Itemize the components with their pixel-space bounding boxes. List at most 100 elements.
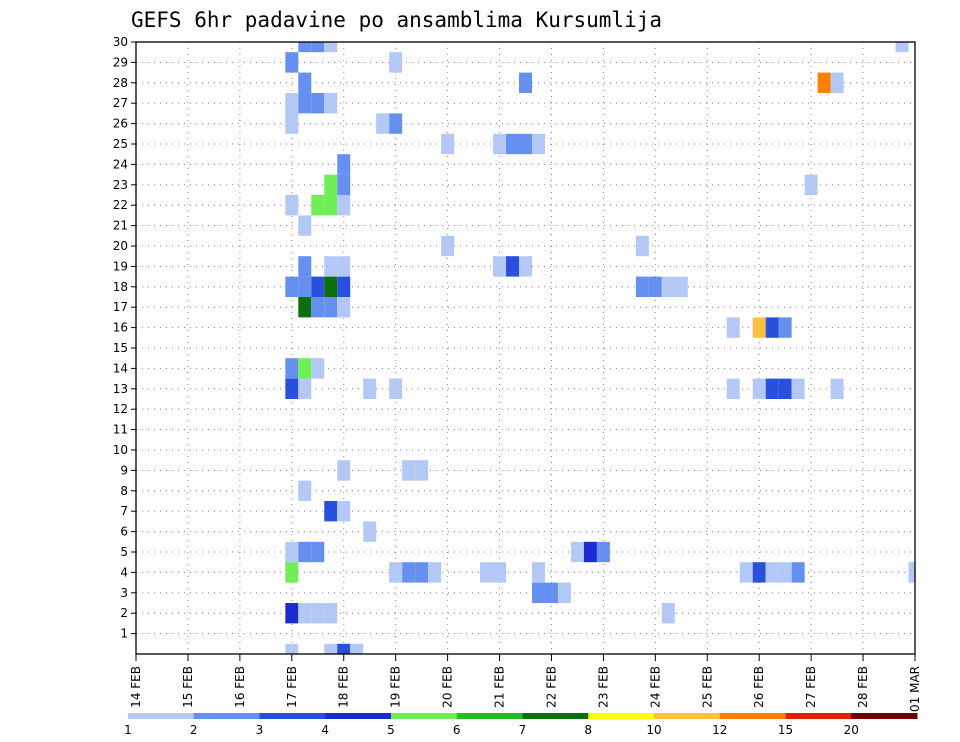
- precip-cell: [298, 93, 312, 114]
- x-tick-label: 23 FEB: [596, 666, 610, 708]
- precip-cell: [493, 562, 507, 583]
- precip-cell: [285, 541, 299, 563]
- y-tick-label: 29: [113, 55, 128, 69]
- precip-cell: [596, 541, 610, 563]
- precip-cell: [791, 562, 805, 583]
- precip-cell: [311, 195, 325, 216]
- legend-swatch: [456, 713, 523, 719]
- precip-cell: [531, 582, 545, 603]
- precip-cell: [285, 93, 299, 114]
- precip-cell: [661, 276, 675, 297]
- precip-cell: [830, 72, 844, 93]
- precip-cell: [298, 256, 312, 277]
- x-tick-label: 17 FEB: [285, 666, 299, 708]
- precip-cells: [285, 42, 915, 654]
- precip-cell: [726, 317, 740, 338]
- x-tick-label: 19 FEB: [389, 666, 403, 708]
- x-tick-label: 27 FEB: [804, 666, 818, 708]
- precip-cell: [337, 195, 351, 216]
- precip-cell: [778, 378, 792, 399]
- precip-cell: [544, 582, 558, 603]
- y-tick-label: 22: [113, 198, 128, 212]
- precip-cell: [298, 72, 312, 93]
- legend-swatch: [128, 713, 195, 719]
- x-tick-label: 16 FEB: [233, 666, 247, 708]
- y-tick-label: 26: [113, 117, 128, 131]
- precip-cell: [285, 643, 299, 654]
- precip-cell: [830, 378, 844, 399]
- precip-cell: [506, 256, 520, 277]
- precip-cell: [661, 603, 675, 624]
- precip-cell: [298, 42, 312, 53]
- x-tick-label: 14 FEB: [129, 666, 143, 708]
- precip-cell: [324, 603, 338, 624]
- precip-cell: [298, 541, 312, 563]
- y-tick-label: 14: [113, 361, 128, 375]
- precip-cell: [363, 521, 377, 542]
- precip-cell: [752, 317, 766, 338]
- precip-cell: [285, 52, 299, 73]
- precip-cell: [765, 562, 779, 583]
- legend-swatch: [588, 713, 655, 719]
- precip-cell: [739, 562, 753, 583]
- y-tick-label: 1: [120, 627, 128, 641]
- y-axis: 1234567891011121314151617181920212223242…: [113, 35, 136, 641]
- precip-cell: [285, 603, 299, 624]
- precip-cell: [324, 174, 338, 195]
- precip-cell: [311, 541, 325, 563]
- legend-label: 7: [519, 723, 527, 737]
- precip-cell: [311, 42, 325, 53]
- legend-label: 10: [646, 723, 661, 737]
- x-tick-label: 24 FEB: [648, 666, 662, 708]
- legend-swatch: [654, 713, 721, 719]
- precip-cell: [389, 52, 403, 73]
- precip-cell: [285, 113, 299, 134]
- precip-cell: [752, 562, 766, 583]
- x-tick-label: 26 FEB: [752, 666, 766, 708]
- legend-swatch: [325, 713, 392, 719]
- precip-cell: [778, 562, 792, 583]
- precip-cell: [324, 42, 338, 53]
- x-axis: 14 FEB 15 FEB 16 FEB 17 FEB 18 FEB 19 FEB 20 F…: [129, 654, 922, 712]
- chart-title: GEFS 6hr padavine po ansamblima Kursumli…: [131, 8, 662, 32]
- precip-cell: [531, 133, 545, 155]
- precip-cell: [298, 480, 312, 501]
- x-tick-label: 20 FEB: [441, 666, 455, 708]
- y-tick-label: 17: [113, 300, 128, 314]
- y-tick-label: 9: [120, 463, 128, 477]
- y-tick-label: 11: [113, 423, 128, 437]
- precip-cell: [389, 562, 403, 583]
- precip-cell: [311, 93, 325, 114]
- precip-cell: [519, 72, 532, 93]
- legend-swatch: [851, 713, 918, 719]
- y-tick-label: 16: [113, 321, 128, 335]
- precip-cell: [895, 42, 909, 53]
- y-tick-label: 12: [113, 402, 128, 416]
- precip-cell: [817, 72, 831, 93]
- y-tick-label: 19: [113, 259, 128, 273]
- precip-cell: [363, 378, 377, 399]
- precip-cell: [324, 276, 338, 297]
- precip-cell: [298, 378, 312, 399]
- precip-cell: [726, 378, 740, 399]
- x-tick-label: 18 FEB: [337, 666, 351, 708]
- precip-cell: [441, 235, 455, 257]
- x-tick-label: 22 FEB: [544, 666, 558, 708]
- precip-cell: [285, 195, 299, 216]
- precip-cell: [791, 378, 805, 399]
- precip-cell: [389, 378, 403, 399]
- precip-cell: [778, 317, 792, 338]
- legend-label: 12: [712, 723, 727, 737]
- precip-cell: [583, 541, 597, 563]
- legend-swatch: [259, 713, 326, 719]
- precip-cell: [298, 603, 312, 624]
- y-tick-label: 13: [113, 382, 128, 396]
- precip-cell: [648, 276, 662, 297]
- precip-cell: [480, 562, 494, 583]
- precip-cell: [337, 154, 351, 175]
- precip-cell: [752, 378, 766, 399]
- precip-cell: [311, 358, 325, 379]
- precip-cell: [402, 562, 416, 583]
- precip-cell: [493, 133, 507, 155]
